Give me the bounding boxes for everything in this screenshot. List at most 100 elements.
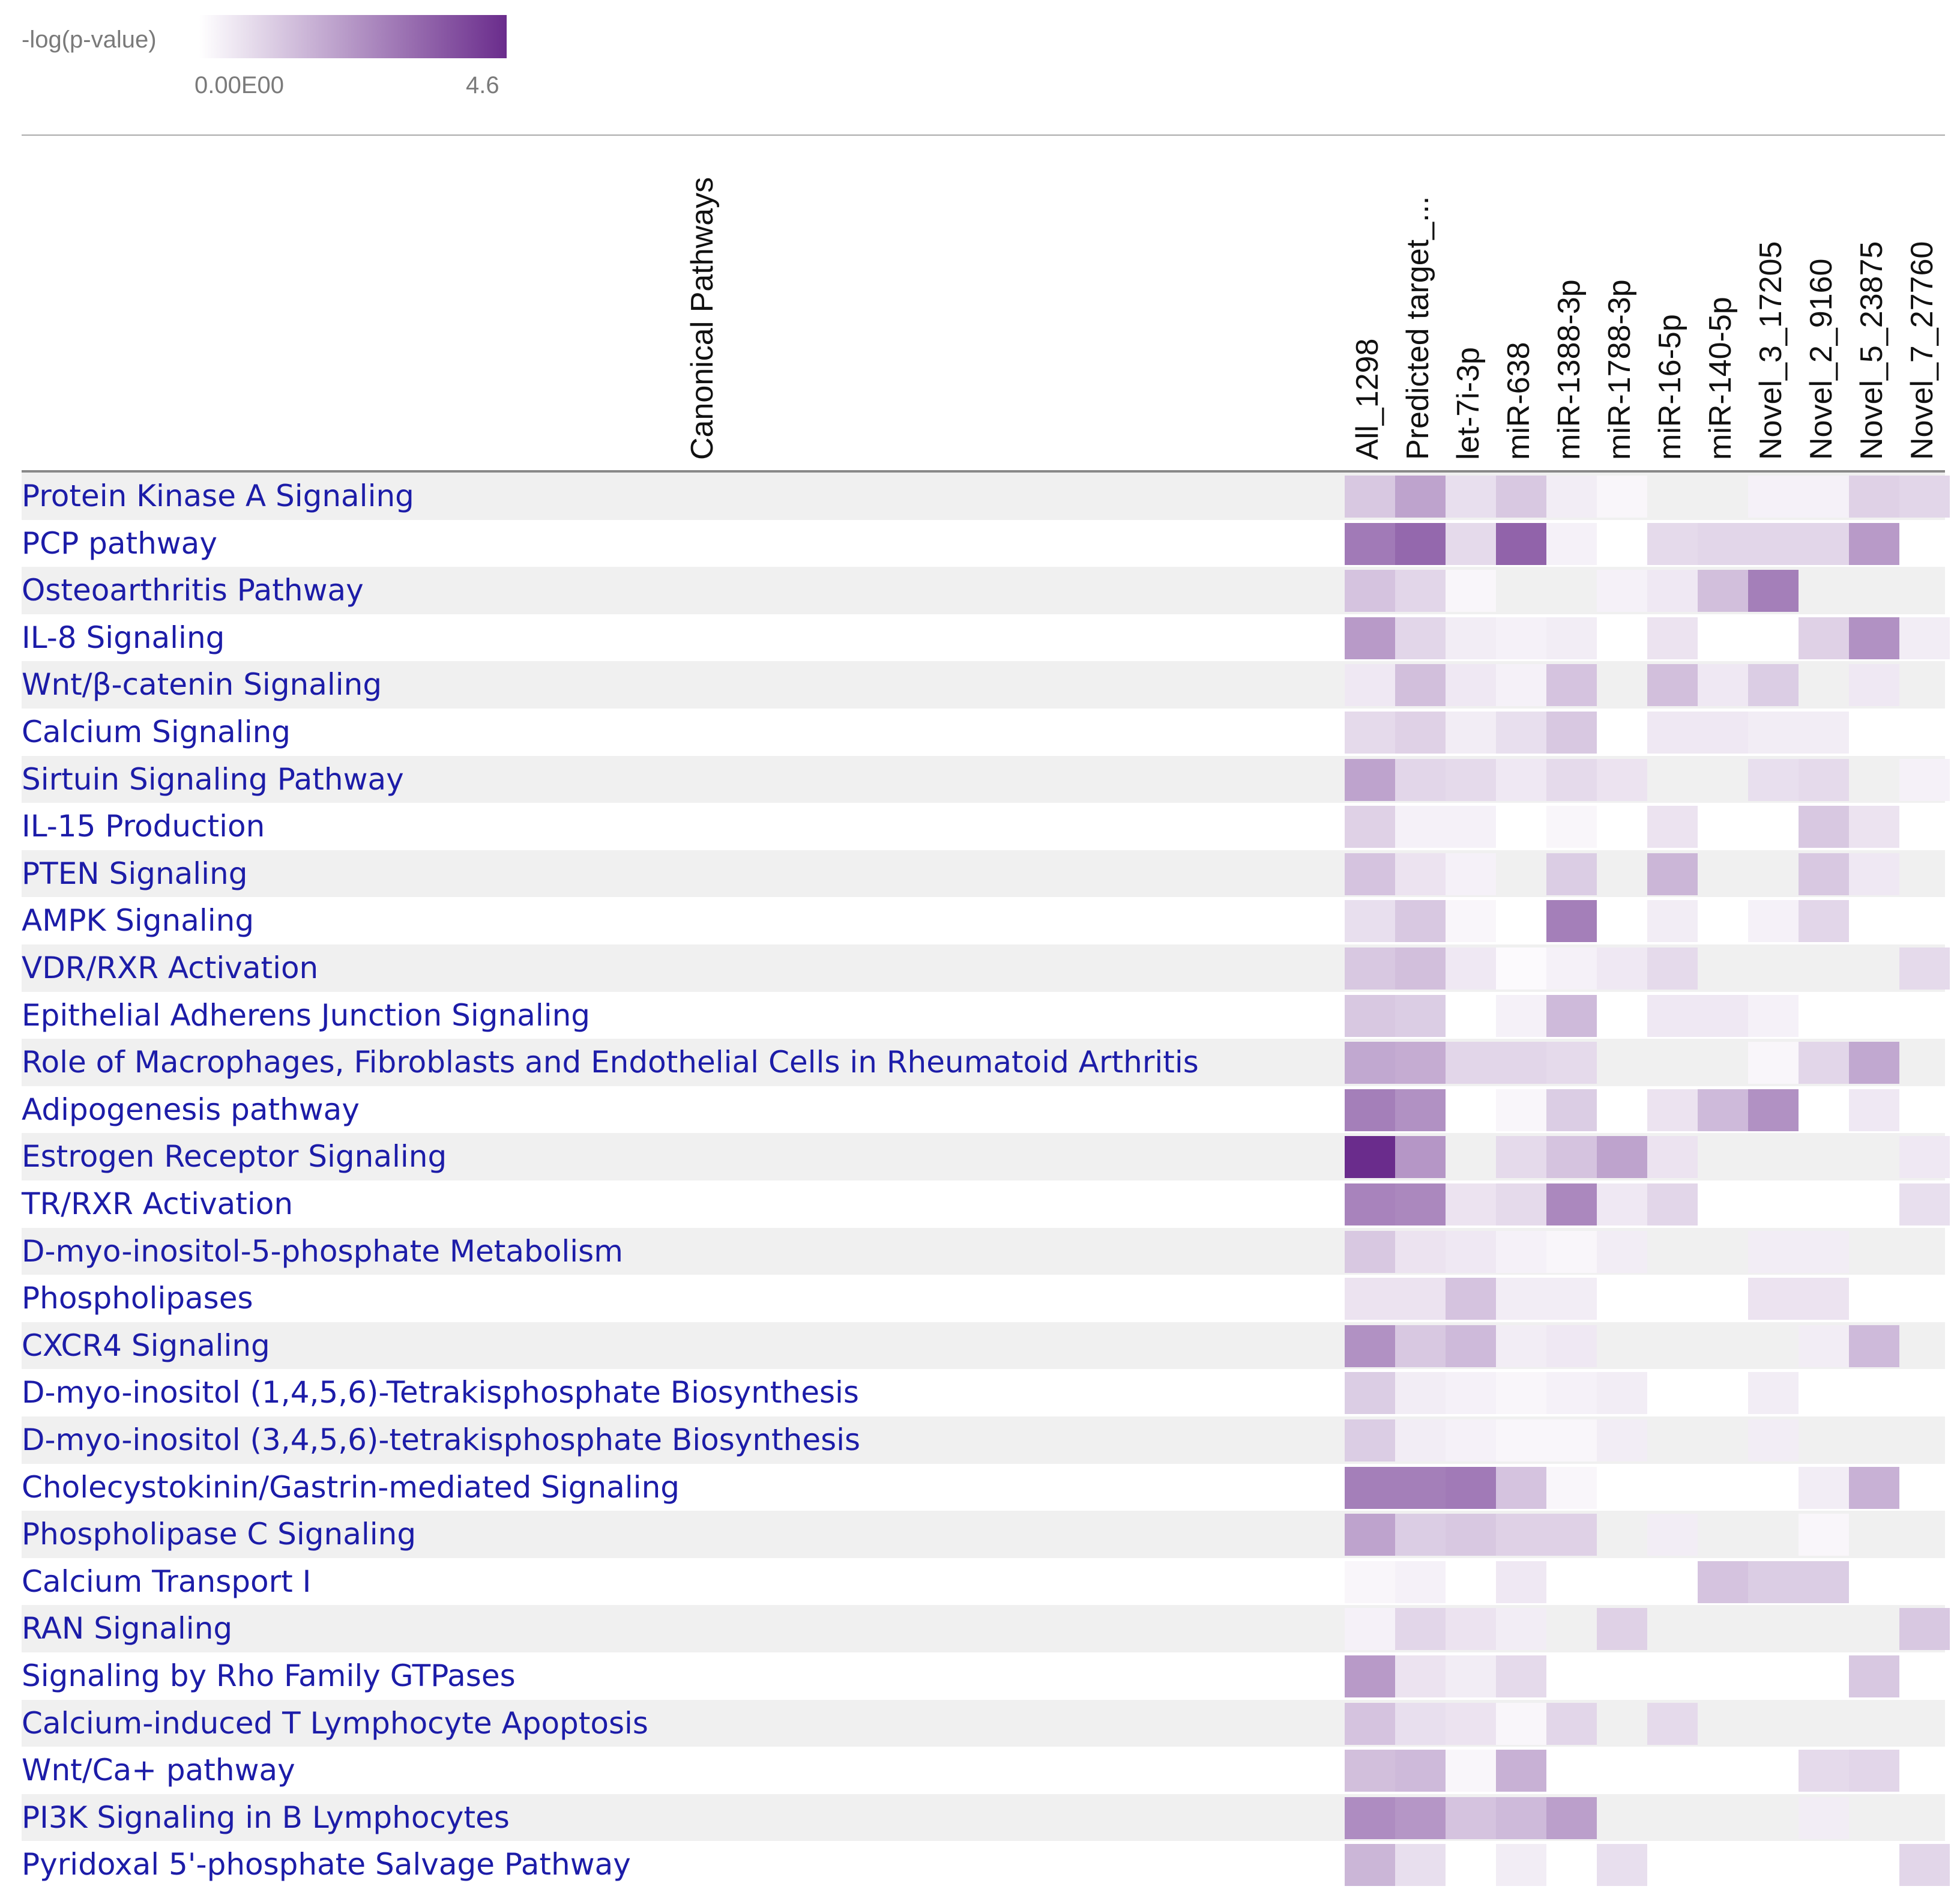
heatmap-cell — [1899, 1136, 1950, 1179]
heatmap-cell — [1395, 1136, 1446, 1179]
heatmap-cell — [1597, 1230, 1647, 1273]
pathway-link[interactable]: VDR/RXR Activation — [22, 950, 319, 985]
heatmap-cell — [1647, 1419, 1698, 1461]
heatmap-row: D-myo-inositol (3,4,5,6)-tetrakisphospha… — [22, 1416, 1945, 1464]
heatmap-cell — [1698, 1844, 1748, 1886]
heatmap-cell — [1546, 1797, 1597, 1839]
heatmap-cell — [1597, 1419, 1647, 1461]
heatmap-cell — [1698, 712, 1748, 754]
heatmap-row: Adipogenesis pathway — [22, 1086, 1945, 1134]
pathway-link[interactable]: Phospholipase C Signaling — [22, 1517, 417, 1552]
heatmap-cell — [1698, 806, 1748, 848]
heatmap-cell — [1446, 1372, 1496, 1415]
heatmap-cell — [1748, 1183, 1799, 1226]
pathway-link[interactable]: PTEN Signaling — [22, 856, 248, 891]
column-header: Novel_7_27760 — [1905, 241, 1940, 460]
heatmap-cell — [1698, 1750, 1748, 1792]
heatmap-cell — [1647, 1231, 1698, 1273]
column-header: miR-1388-3p — [1552, 279, 1587, 460]
pathway-link[interactable]: PCP pathway — [22, 525, 217, 561]
legend-gradient-bar — [199, 15, 507, 58]
heatmap-cell — [1849, 1561, 1899, 1603]
pathway-link[interactable]: Estrogen Receptor Signaling — [22, 1139, 447, 1174]
heatmap-cell — [1899, 476, 1950, 518]
heatmap-row: PTEN Signaling — [22, 850, 1945, 898]
heatmap-cell — [1546, 1561, 1597, 1603]
heatmap-cell — [1496, 806, 1546, 848]
heatmap-cell — [1748, 1136, 1799, 1178]
pathway-link[interactable]: D-myo-inositol-5-phosphate Metabolism — [22, 1233, 623, 1269]
heatmap-cell — [1597, 570, 1647, 612]
pathway-link[interactable]: IL-15 Production — [22, 809, 265, 844]
pathway-link[interactable]: Role of Macrophages, Fibroblasts and End… — [22, 1045, 1199, 1080]
pathway-link[interactable]: TR/RXR Activation — [22, 1186, 294, 1221]
pathway-link[interactable]: Calcium Signaling — [22, 715, 291, 749]
pathway-link[interactable]: Pyridoxal 5'-phosphate Salvage Pathway — [22, 1847, 631, 1882]
heatmap-cell — [1849, 1750, 1899, 1792]
heatmap-cell — [1597, 1655, 1647, 1697]
heatmap-cell — [1395, 1325, 1446, 1367]
heatmap-cell — [1647, 522, 1698, 565]
heatmap-cell — [1395, 476, 1446, 518]
legend-min-label: 0.00E00 — [194, 72, 285, 98]
pathway-link[interactable]: Calcium-induced T Lymphocyte Apoptosis — [22, 1705, 648, 1741]
heatmap-cell — [1446, 1750, 1496, 1792]
pathway-link[interactable]: Cholecystokinin/Gastrin-mediated Signali… — [22, 1469, 680, 1505]
heatmap-cell — [1647, 1278, 1698, 1320]
pathway-link[interactable]: Protein Kinase A Signaling — [22, 479, 414, 513]
heatmap-cell — [1546, 758, 1597, 801]
pathway-link[interactable]: Sirtuin Signaling Pathway — [22, 761, 404, 797]
column-header: Predicted target_... — [1401, 196, 1435, 460]
heatmap-cell — [1597, 1467, 1647, 1509]
heatmap-cell — [1446, 947, 1496, 990]
heatmap-cell — [1345, 1561, 1395, 1603]
heatmap-cell — [1496, 522, 1546, 565]
heatmap-cell — [1345, 1230, 1395, 1273]
pathway-link[interactable]: Calcium Transport I — [22, 1564, 312, 1599]
heatmap-cell — [1899, 1372, 1950, 1414]
heatmap-row: Calcium Transport I — [22, 1558, 1945, 1606]
heatmap-cell — [1748, 476, 1799, 518]
heatmap-cell — [1345, 1325, 1395, 1367]
heatmap-cell — [1446, 1230, 1496, 1273]
pathway-link[interactable]: Osteoarthritis Pathway — [22, 573, 364, 608]
heatmap-cell — [1496, 758, 1546, 801]
heatmap-cell — [1849, 1419, 1899, 1461]
heatmap-cell — [1597, 664, 1647, 706]
pathway-link[interactable]: IL-8 Signaling — [22, 620, 225, 655]
pathway-link[interactable]: AMPK Signaling — [22, 903, 255, 938]
heatmap-cell — [1647, 1844, 1698, 1886]
heatmap-cell — [1647, 1750, 1698, 1792]
pathway-link[interactable]: Epithelial Adherens Junction Signaling — [22, 997, 591, 1033]
heatmap-cell — [1849, 900, 1899, 942]
pathway-link[interactable]: Phospholipases — [22, 1281, 253, 1316]
pathway-link[interactable]: Adipogenesis pathway — [22, 1092, 360, 1127]
heatmap-cell — [1546, 1089, 1597, 1131]
pathway-link[interactable]: Signaling by Rho Family GTPases — [22, 1658, 516, 1693]
heatmap-cell — [1496, 1844, 1546, 1887]
heatmap-cell — [1647, 994, 1698, 1037]
heatmap-cell — [1546, 1230, 1597, 1273]
heatmap-row: CXCR4 Signaling — [22, 1322, 1945, 1370]
heatmap-cell — [1597, 1278, 1647, 1320]
heatmap-cell — [1748, 1325, 1799, 1367]
pathway-link[interactable]: D-myo-inositol (1,4,5,6)-Tetrakisphospha… — [22, 1375, 859, 1410]
heatmap-cell — [1446, 1655, 1496, 1697]
heatmap-cell — [1546, 947, 1597, 990]
heatmap-cell — [1446, 758, 1496, 801]
pathway-link[interactable]: Wnt/Ca+ pathway — [22, 1753, 295, 1788]
pathway-link[interactable]: CXCR4 Signaling — [22, 1328, 270, 1363]
heatmap-cell — [1899, 1703, 1950, 1745]
heatmap-cell — [1446, 900, 1496, 943]
heatmap-cell — [1446, 522, 1496, 565]
pathway-link[interactable]: PI3K Signaling in B Lymphocytes — [22, 1800, 510, 1835]
pathway-link[interactable]: D-myo-inositol (3,4,5,6)-tetrakisphospha… — [22, 1422, 861, 1457]
heatmap-cell — [1647, 712, 1698, 754]
heatmap-cell — [1546, 1278, 1597, 1320]
heatmap-cell — [1546, 522, 1597, 565]
pathway-link[interactable]: Wnt/β-catenin Signaling — [22, 667, 382, 703]
heatmap-cell — [1395, 853, 1446, 895]
heatmap-cell — [1647, 1136, 1698, 1179]
pathway-link[interactable]: RAN Signaling — [22, 1611, 233, 1646]
heatmap-cell — [1799, 1750, 1849, 1792]
